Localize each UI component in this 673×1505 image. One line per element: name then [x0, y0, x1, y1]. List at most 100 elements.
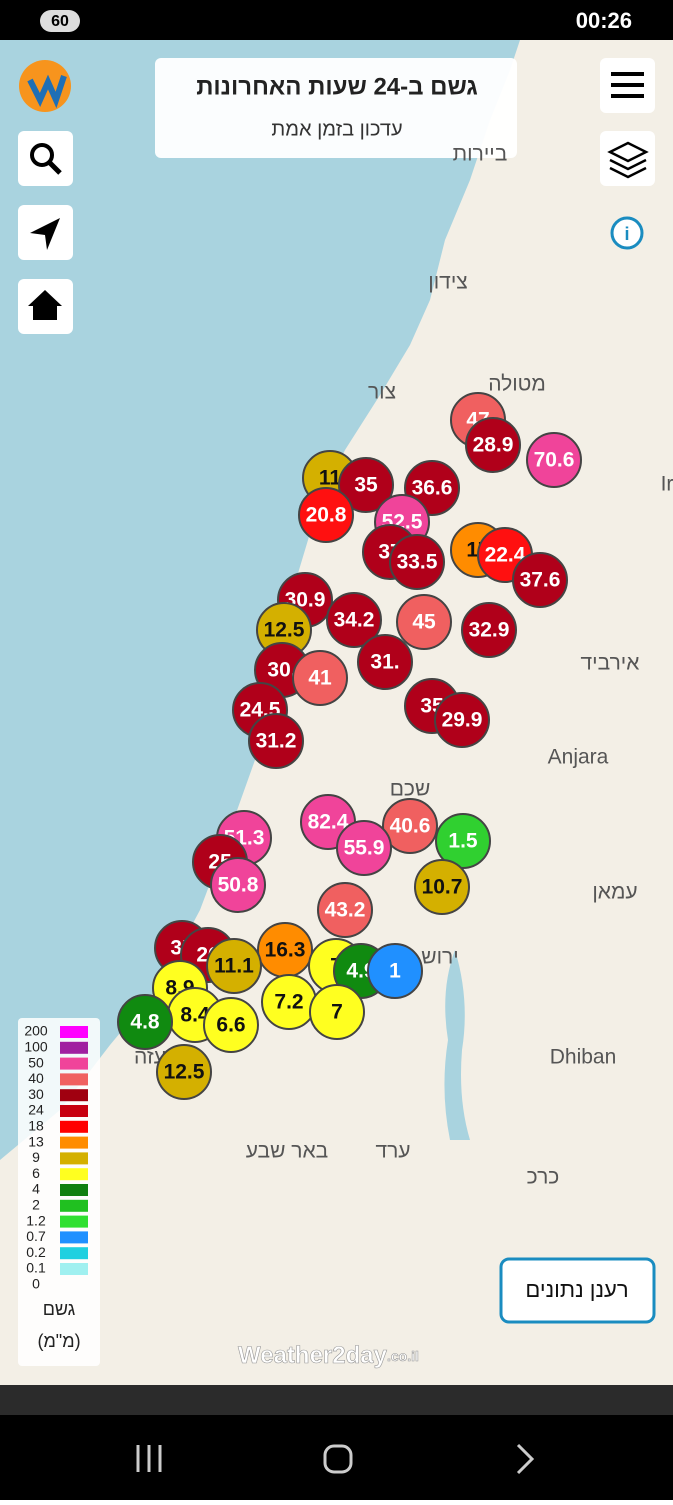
rain-marker: [206, 938, 262, 994]
legend-label: 24: [28, 1102, 44, 1118]
rain-value: 33.5: [397, 551, 438, 574]
legend-label: 0.1: [26, 1260, 46, 1276]
legend-swatch: [60, 1152, 88, 1165]
legend-label: 18: [28, 1118, 44, 1134]
refresh-button[interactable]: [499, 1257, 656, 1324]
legend-swatch: [60, 1120, 88, 1133]
rain-value: 12.5: [264, 619, 305, 642]
rain-marker: [326, 592, 382, 648]
place-label: אירביד: [581, 652, 640, 675]
land: [0, 40, 673, 1385]
clock: 00:26: [576, 8, 632, 33]
info-button[interactable]: i: [610, 216, 644, 250]
legend-label: 100: [24, 1039, 48, 1055]
refresh-label[interactable]: רענן נתונים: [525, 1277, 628, 1302]
legend-label: 50: [28, 1054, 44, 1070]
legend-swatch: [60, 1057, 88, 1070]
rain-value: 37.6: [520, 569, 561, 592]
rain-value: 82.4: [308, 811, 349, 834]
place-label: ערד: [375, 1140, 410, 1163]
place-label: ביירות: [453, 143, 508, 166]
place-label: מטולה: [488, 373, 546, 396]
rain-value: 28.9: [473, 434, 514, 457]
legend-swatch: [60, 1089, 88, 1102]
status-bar: [0, 0, 673, 40]
rain-marker: [357, 634, 413, 690]
dead-sea: [444, 950, 470, 1140]
subtitle: עדכון בזמן אמת: [271, 118, 402, 140]
rain-marker: [465, 417, 521, 473]
legend-title: גשם: [43, 1299, 76, 1319]
legend-label: 4: [32, 1181, 40, 1197]
legend-label: 1.2: [26, 1212, 46, 1228]
legend-swatch: [60, 1041, 88, 1054]
rain-marker: [435, 813, 491, 869]
legend-swatch: [60, 1136, 88, 1149]
rain-marker: [336, 820, 392, 876]
legend-swatch: [60, 1199, 88, 1212]
place-label: Anjara: [548, 746, 609, 769]
rain-value: 36.6: [412, 477, 453, 500]
rain-value: 50.8: [218, 874, 259, 897]
rain-marker: [389, 534, 445, 590]
rain-marker: [292, 650, 348, 706]
legend-swatch: [60, 1231, 88, 1244]
layers-button[interactable]: [600, 131, 655, 186]
locate-button[interactable]: [18, 205, 73, 260]
rain-value: 32.9: [469, 619, 510, 642]
rain-value: 4.8: [130, 1011, 160, 1034]
legend-swatch: [60, 1026, 88, 1038]
place-label: צור: [368, 381, 396, 404]
rain-value: 45: [412, 611, 436, 634]
place-label: Dhiban: [550, 1046, 617, 1069]
rain-value: 41: [308, 667, 332, 690]
legend-unit: (מ"מ): [37, 1331, 80, 1351]
nav-buttons[interactable]: [136, 1443, 535, 1475]
watermark-domain: .co.il: [387, 1348, 419, 1364]
legend-label: 6: [32, 1165, 40, 1181]
rain-value: 40.6: [390, 815, 431, 838]
badge: [40, 10, 80, 32]
legend-swatch: [60, 1168, 88, 1181]
place-label: שכם: [390, 778, 431, 801]
rain-marker: [210, 857, 266, 913]
legend-label: 13: [28, 1133, 44, 1149]
rain-value: 55.9: [344, 837, 385, 860]
rain-value: 34.2: [334, 609, 375, 632]
search-button[interactable]: [18, 131, 73, 186]
title: גשם ב-24 שעות האחרונות: [196, 73, 478, 100]
logo-mark: [27, 74, 67, 109]
rain-marker: [203, 997, 259, 1053]
rain-marker: [367, 943, 423, 999]
legend-label: 9: [32, 1149, 40, 1165]
home-button[interactable]: [18, 279, 73, 334]
legend-label: 0.7: [26, 1228, 46, 1244]
rain-marker: [461, 602, 517, 658]
rain-marker: [382, 798, 438, 854]
rain-marker: [526, 432, 582, 488]
rain-value: 70.6: [534, 449, 575, 472]
rain-value: 7.2: [274, 991, 303, 1014]
legend-label: 2: [32, 1197, 40, 1213]
svg-text:i: i: [624, 224, 629, 244]
rain-marker: [338, 457, 394, 513]
rain-value: 1.5: [448, 830, 478, 853]
legend-label: 40: [28, 1070, 44, 1086]
rain-value: 10.7: [422, 876, 463, 899]
rain-value: 1: [389, 960, 401, 983]
rain-value: 29.9: [442, 709, 483, 732]
badge-text: 60: [51, 13, 69, 30]
header-box: [155, 58, 517, 158]
rain-value: 16.3: [265, 939, 306, 962]
legend-swatch: [60, 1247, 88, 1260]
legend-swatch: [60, 1215, 88, 1228]
rain-marker: [317, 882, 373, 938]
rain-value: 8.4: [180, 1004, 210, 1027]
rain-value: 30.: [267, 659, 296, 682]
place-label: צידון: [428, 271, 467, 294]
rain-marker: [512, 552, 568, 608]
rain-marker: [414, 859, 470, 915]
rain-marker: [309, 984, 365, 1040]
menu-button[interactable]: [600, 58, 655, 113]
